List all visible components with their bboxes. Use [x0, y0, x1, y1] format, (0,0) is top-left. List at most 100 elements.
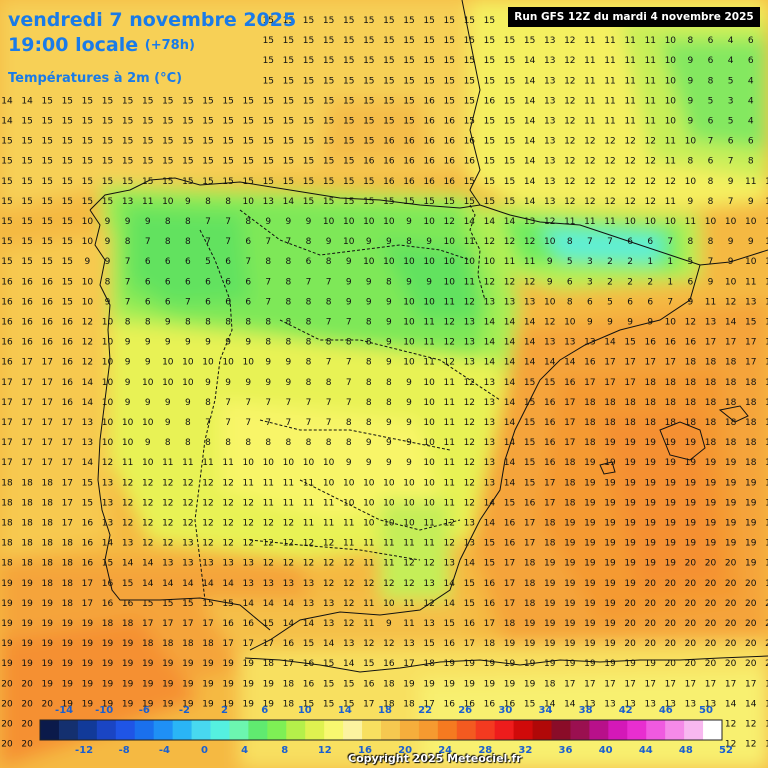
- temperature-value: 15: [464, 177, 475, 187]
- temperature-value: 10: [624, 217, 636, 227]
- temperature-value: 15: [464, 579, 475, 589]
- temperature-value: 14: [765, 297, 768, 307]
- temperature-value: 15: [82, 117, 93, 127]
- temperature-value: 19: [584, 619, 596, 629]
- temperature-value: 12: [202, 498, 213, 508]
- temperature-value: 8: [366, 378, 372, 388]
- temperature-value: 8: [205, 318, 211, 328]
- temperature-value: 18: [102, 619, 114, 629]
- temperature-value: 8: [346, 418, 352, 428]
- temperature-value: 14: [504, 478, 516, 488]
- temperature-value: 5: [607, 297, 613, 307]
- temperature-value: 2: [607, 257, 613, 267]
- legend-label-lower: 4: [241, 745, 249, 756]
- temperature-value: 16: [423, 137, 435, 147]
- temperature-value: 5: [688, 257, 694, 267]
- temperature-value: 14: [283, 197, 295, 207]
- temperature-value: 15: [423, 197, 434, 207]
- temperature-value: 12: [222, 539, 233, 549]
- temperature-value: 13: [242, 559, 253, 569]
- temperature-value: 19: [263, 699, 275, 709]
- temperature-value: 10: [363, 519, 375, 529]
- temperature-value: 19: [725, 458, 737, 468]
- temperature-value: 14: [504, 418, 516, 428]
- temperature-value: 17: [41, 358, 52, 368]
- temperature-value: 14: [524, 338, 536, 348]
- temperature-value: 16: [484, 579, 496, 589]
- temperature-value: 10: [102, 418, 114, 428]
- temperature-value: 19: [725, 519, 737, 529]
- temperature-value: 15: [484, 137, 495, 147]
- temperature-value: 6: [145, 277, 151, 287]
- temperature-value: 17: [1, 378, 12, 388]
- temperature-value: 8: [185, 217, 191, 227]
- temperature-value: 14: [484, 318, 496, 328]
- temperature-value: 18: [182, 639, 194, 649]
- temperature-value: 19: [725, 478, 737, 488]
- temperature-value: 6: [627, 237, 633, 247]
- temperature-value: 16: [423, 177, 435, 187]
- temperature-value: 19: [62, 619, 74, 629]
- temperature-value: 11: [303, 498, 314, 508]
- temperature-value: 17: [21, 398, 32, 408]
- temperature-value: 15: [102, 559, 113, 569]
- temperature-value: 8: [708, 197, 714, 207]
- temperature-value: 11: [584, 217, 595, 227]
- temperature-value: 18: [644, 398, 656, 408]
- temperature-value: 17: [62, 519, 73, 529]
- temperature-value: 15: [504, 498, 515, 508]
- temperature-value: 13: [423, 619, 434, 629]
- temperature-value: 19: [443, 659, 455, 669]
- temperature-value: 15: [504, 36, 515, 46]
- temperature-value: 15: [303, 96, 314, 106]
- temperature-value: 18: [41, 539, 53, 549]
- temperature-value: 16: [303, 679, 315, 689]
- temperature-value: 15: [323, 76, 334, 86]
- temperature-value: 13: [544, 177, 555, 187]
- temperature-value: 15: [142, 96, 153, 106]
- temperature-value: 16: [443, 117, 455, 127]
- temperature-value: 11: [182, 458, 193, 468]
- temperature-value: 9: [688, 297, 694, 307]
- forecast-offset: (+78h): [144, 38, 195, 53]
- temperature-value: 19: [685, 539, 697, 549]
- temperature-value: 15: [142, 599, 153, 609]
- temperature-value: 11: [624, 117, 635, 127]
- temperature-value: 10: [102, 378, 114, 388]
- temperature-value: 14: [343, 659, 355, 669]
- temperature-value: 20: [665, 659, 677, 669]
- temperature-value: 15: [303, 157, 314, 167]
- temperature-value: 17: [604, 378, 615, 388]
- temperature-value: 15: [122, 137, 133, 147]
- temperature-value: 12: [644, 137, 655, 147]
- temperature-value: 11: [665, 197, 676, 207]
- temperature-value: 18: [544, 679, 556, 689]
- temperature-value: 15: [41, 257, 52, 267]
- temperature-value: 16: [464, 699, 476, 709]
- temperature-value: 12: [443, 338, 454, 348]
- temperature-value: 10: [443, 277, 455, 287]
- temperature-value: 10: [363, 217, 375, 227]
- temperature-value: 15: [41, 177, 52, 187]
- temperature-value: 7: [245, 398, 251, 408]
- temperature-value: 9: [688, 76, 694, 86]
- temperature-value: 19: [685, 519, 697, 529]
- temperature-value: 15: [464, 197, 475, 207]
- temperature-value: 16: [21, 297, 33, 307]
- temperature-value: 19: [484, 659, 496, 669]
- temperature-value: 10: [323, 478, 335, 488]
- temperature-value: 18: [765, 478, 768, 488]
- temperature-value: 9: [386, 338, 392, 348]
- temperature-value: 12: [343, 559, 354, 569]
- temperature-value: 4: [728, 36, 734, 46]
- temperature-value: 15: [343, 157, 354, 167]
- temperature-value: 20: [644, 639, 656, 649]
- temperature-value: 12: [242, 498, 253, 508]
- temperature-value: 18: [21, 498, 33, 508]
- legend-label-upper: 38: [578, 705, 593, 716]
- temperature-value: 9: [386, 418, 392, 428]
- temperature-value: 20: [685, 559, 697, 569]
- temperature-value: 15: [283, 157, 294, 167]
- temperature-value: 18: [705, 358, 717, 368]
- temperature-value: 5: [728, 76, 734, 86]
